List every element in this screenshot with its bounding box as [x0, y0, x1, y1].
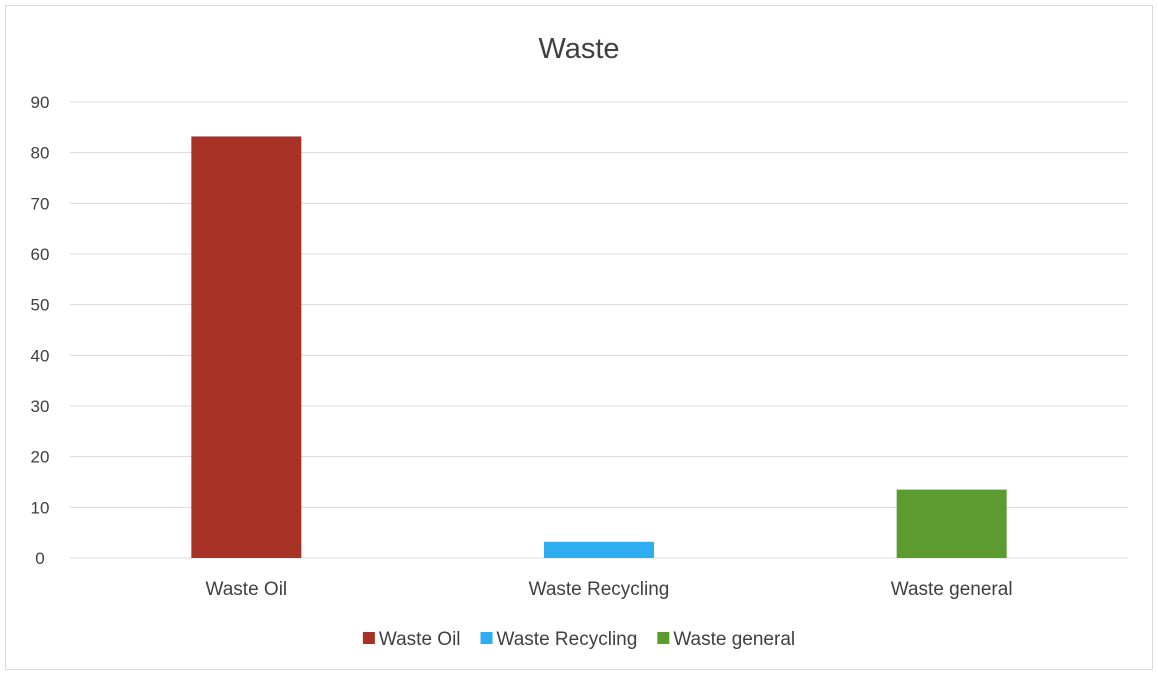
x-category-label: Waste general	[891, 579, 1013, 600]
y-tick-label: 70	[31, 194, 50, 213]
legend-label: Waste Oil	[379, 629, 461, 650]
y-tick-label: 0	[35, 549, 44, 568]
legend-swatch	[657, 632, 670, 644]
legend-swatch	[362, 632, 375, 644]
x-category-label: Waste Oil	[206, 579, 288, 600]
y-tick-label: 90	[31, 93, 50, 112]
y-tick-label: 80	[31, 144, 50, 163]
y-tick-label: 20	[31, 448, 50, 467]
legend: Waste Oil Waste Recycling Waste general	[362, 629, 795, 650]
legend-swatch	[480, 632, 493, 644]
bar-waste-oil	[191, 136, 302, 558]
y-tick-label: 40	[31, 346, 50, 365]
x-category-label: Waste Recycling	[529, 579, 670, 600]
bar-waste-general	[896, 489, 1007, 558]
x-axis-categories: Waste Oil Waste Recycling Waste general	[206, 579, 1013, 600]
bar-waste-recycling	[544, 541, 654, 558]
bars	[191, 136, 1007, 558]
legend-label: Waste general	[673, 629, 795, 650]
y-tick-label: 50	[31, 296, 50, 315]
chart-title: Waste	[538, 33, 619, 65]
y-tick-label: 60	[31, 245, 50, 264]
y-tick-label: 30	[31, 397, 50, 416]
y-axis-ticks: 0 10 20 30 40 50 60 70 80 90	[31, 93, 50, 568]
legend-label: Waste Recycling	[497, 629, 638, 650]
y-tick-label: 10	[31, 498, 50, 517]
